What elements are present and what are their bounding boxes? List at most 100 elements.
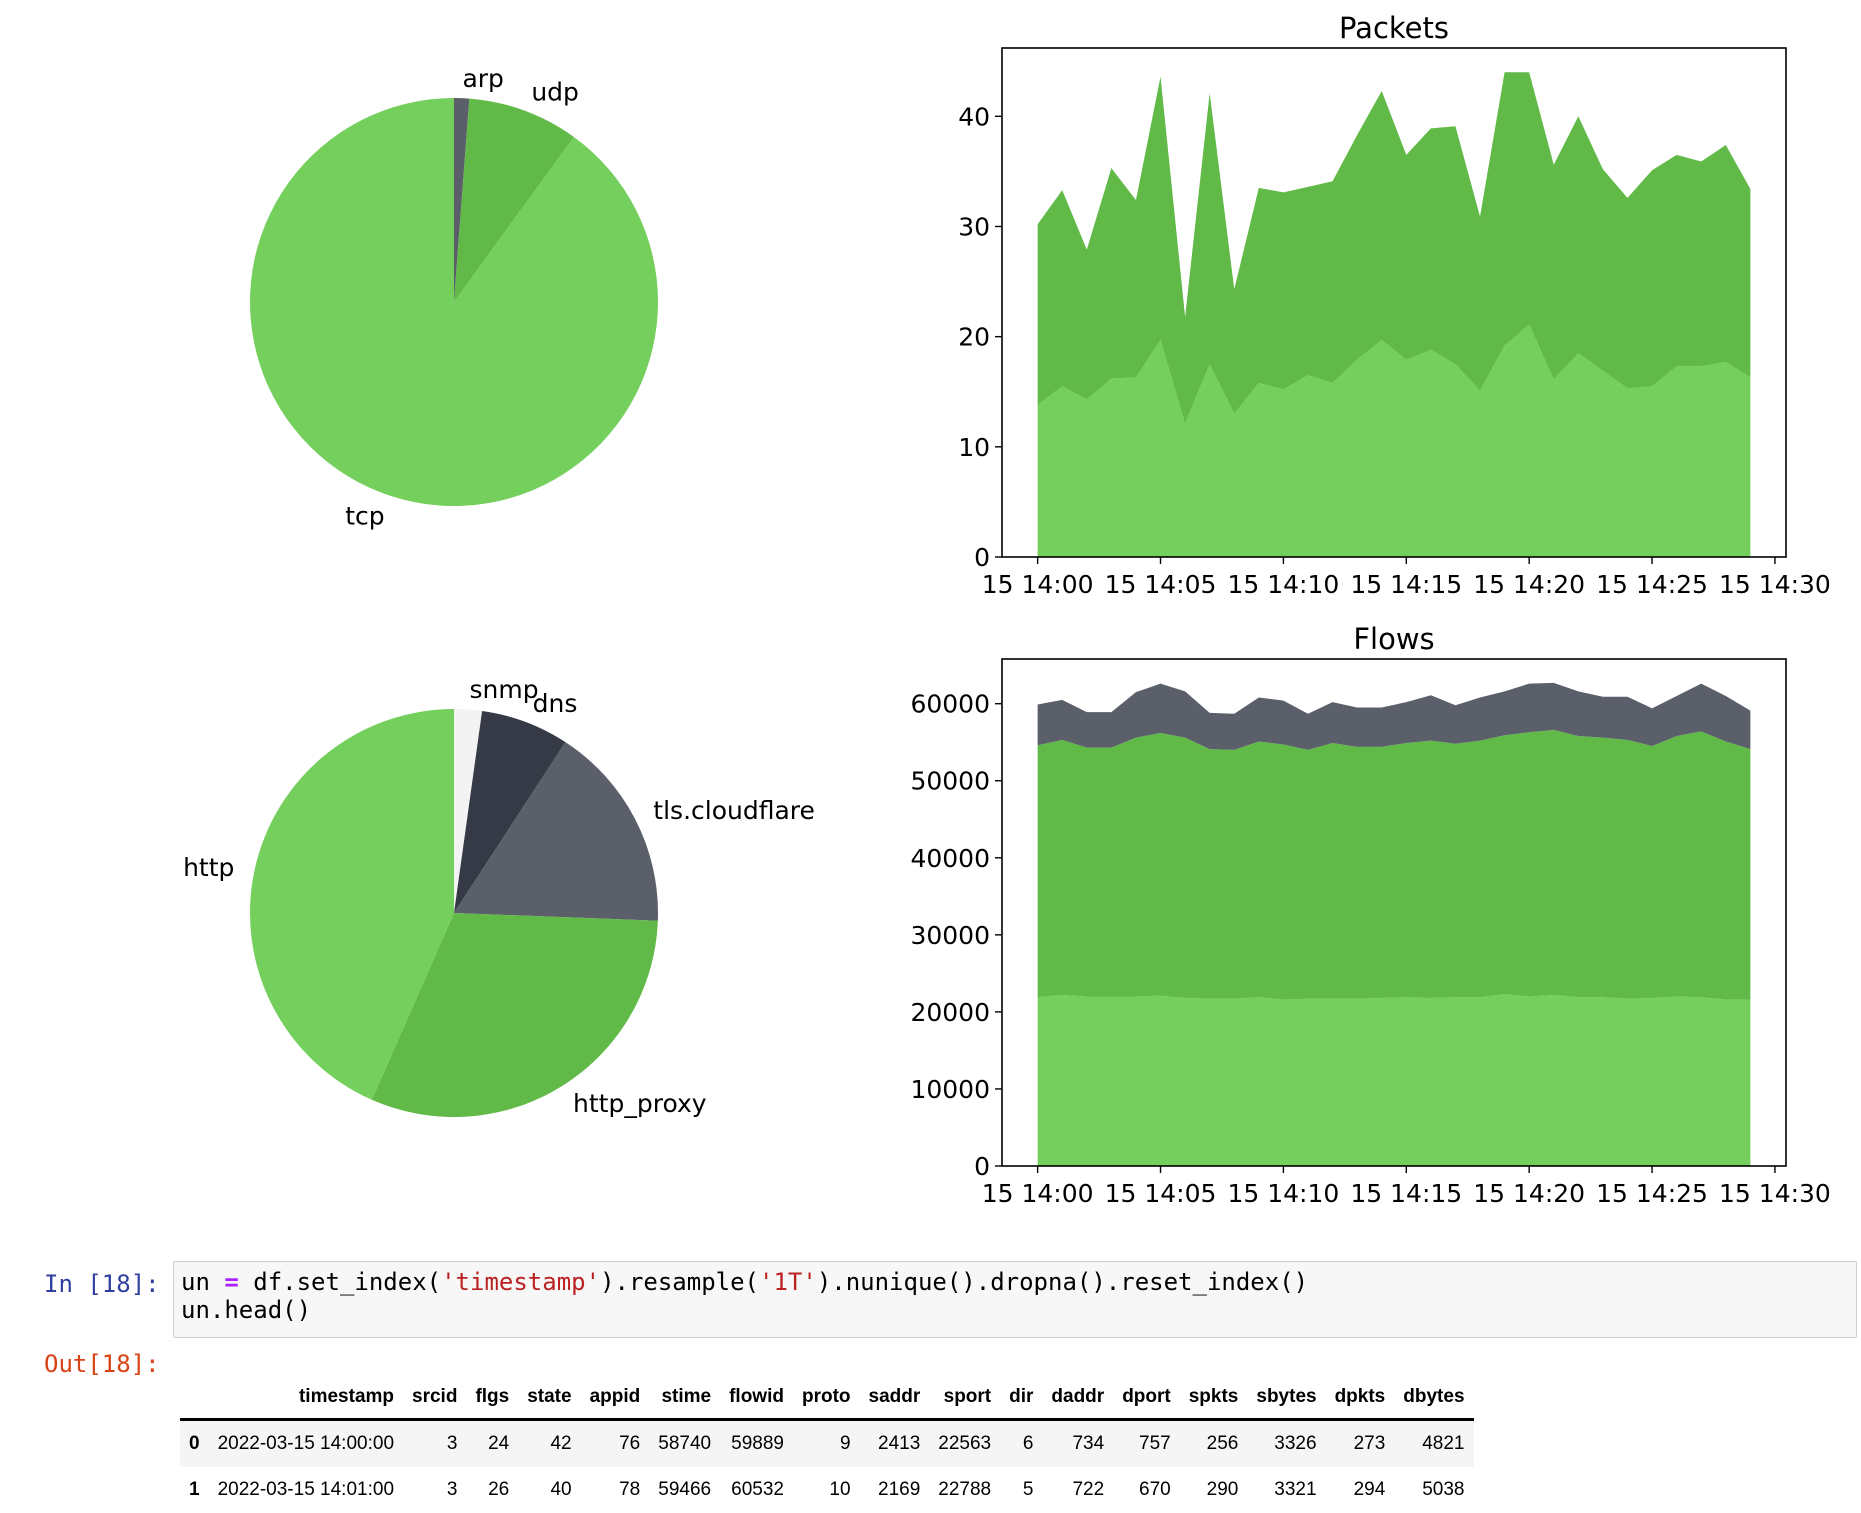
column-header: flgs [466,1378,519,1421]
x-tick-label: 15 14:25 [1596,1179,1708,1208]
x-tick-label: 15 14:05 [1105,570,1217,599]
area-series-1 [1037,994,1751,1166]
pie-label: tcp [345,501,384,530]
code-string: 'timestamp' [441,1268,601,1296]
y-tick-label: 0 [974,543,990,572]
column-header: saddr [859,1378,930,1421]
table-cell: 3 [403,1419,467,1467]
column-header: appid [580,1378,650,1421]
table-cell: 5 [1022,1479,1034,1500]
axes-frame [1001,658,1787,1167]
y-tick-label: 0 [974,1152,990,1181]
table-cell: 10 [829,1479,851,1500]
pie-label: arp [462,64,503,93]
input-prompt: In [18]: [44,1270,160,1298]
flows-area-chart: Flows 0 10000 20000 30000 40000 50000 60000 15 1… [910,622,1830,1208]
y-tick-label: 20 [958,323,990,352]
x-tick-label: 15 14:00 [982,570,1094,599]
column-header: stime [649,1378,721,1421]
pie-slice-http-proxy [371,913,658,1117]
x-tick-label: 15 14:15 [1350,570,1462,599]
table-cell: 2022-03-15 14:00:00 [208,1419,404,1467]
code-operator: = [224,1268,239,1296]
table-cell: 294 [1353,1479,1386,1500]
pie-label: http_proxy [573,1089,707,1118]
table-cell: 22563 [929,1419,1001,1467]
area-series-3 [1037,682,1751,750]
x-tick-label: 15 14:30 [1719,570,1831,599]
column-header: timestamp [208,1378,404,1421]
code-text: un [181,1268,225,1296]
table-cell: 24 [466,1419,519,1467]
table-cell: 2169 [878,1479,921,1500]
pie-slice-dns [454,710,566,913]
column-header: sbytes [1247,1378,1326,1421]
column-header: daddr [1042,1378,1114,1421]
pie-slice-udp [454,98,574,302]
table-cell: 59466 [658,1479,712,1500]
row-index: 0 [180,1419,209,1467]
table-cell: 722 [1072,1479,1105,1500]
table-cell: 3326 [1247,1419,1326,1467]
pie-label: snmp [469,675,538,704]
pie-label: tls.cloudflare [653,796,815,825]
table-cell: 273 [1325,1419,1395,1467]
x-tick-label: 15 14:10 [1227,1179,1339,1208]
table-cell: 757 [1113,1419,1180,1467]
table-cell: 2413 [859,1419,930,1467]
table-cell: 42 [518,1419,581,1467]
chart-title: Flows [1353,622,1434,656]
table-cell: 26 [488,1479,510,1500]
x-tick-label: 15 14:30 [1719,1179,1831,1208]
x-tick-label: 15 14:10 [1227,570,1339,599]
column-header: state [518,1378,581,1421]
pie-slice-arp [454,98,470,302]
y-tick-label: 10000 [910,1075,990,1104]
table-cell: 5038 [1422,1479,1465,1500]
pie-slice-snmp [454,709,483,913]
pie-label: http [183,853,234,882]
column-header: dpkts [1325,1378,1395,1421]
table-cell: 76 [580,1419,650,1467]
figure: arp udp tcp Packets 0 10 20 30 40 15 14:00 15 14:… [183,11,1831,1208]
x-tick-label: 15 14:20 [1473,1179,1585,1208]
x-tick-label: 15 14:20 [1473,570,1585,599]
table-cell: 2022-03-15 14:01:00 [217,1479,395,1500]
table-cell: 256 [1179,1419,1248,1467]
y-tick-label: 20000 [910,998,990,1027]
table-row: 1 2022-03-15 14:01:00 3 26 40 78 59466 60532 10 2… [180,1467,1474,1513]
table-cell: 670 [1139,1479,1171,1500]
y-tick-label: 30000 [910,921,990,950]
code-cell-editor[interactable]: un = df.set_index('timestamp').resample(… [173,1261,1857,1338]
area-series-1 [1037,324,1751,557]
table-row: 0 2022-03-15 14:00:00 3 24 42 76 58740 59889 9 24… [180,1419,1474,1467]
code-text: un.head() [181,1296,312,1324]
table-cell: 3 [446,1479,458,1500]
code-string: '1T' [759,1268,817,1296]
table-cell: 78 [619,1479,641,1500]
pie-slice-http [249,709,454,1100]
y-tick-label: 40 [958,102,990,131]
table-cell: 59889 [720,1419,793,1467]
pie-slice-tls-cloudflare [454,742,658,921]
y-tick-label: 50000 [910,767,990,796]
column-header: sport [929,1378,1001,1421]
chart-title: Packets [1339,11,1449,45]
column-header: dport [1113,1378,1180,1421]
pie-slice-tcp [249,98,658,507]
table-header-row: timestamp srcid flgs state appid stime flowid p… [180,1378,1474,1421]
column-header [180,1378,209,1421]
y-tick-label: 10 [958,433,990,462]
area-series-2 [1037,729,1751,1000]
x-tick-label: 15 14:05 [1105,1179,1217,1208]
code-text: ).nunique().dropna().reset_index() [816,1268,1309,1296]
code-text: ).resample( [600,1268,760,1296]
table-cell: 4821 [1394,1419,1474,1467]
column-header: srcid [403,1378,467,1421]
column-header: dir [1000,1378,1043,1421]
row-index: 1 [189,1479,200,1500]
table-cell: 58740 [649,1419,721,1467]
output-prompt: Out[18]: [44,1350,160,1378]
y-tick-label: 40000 [910,844,990,873]
